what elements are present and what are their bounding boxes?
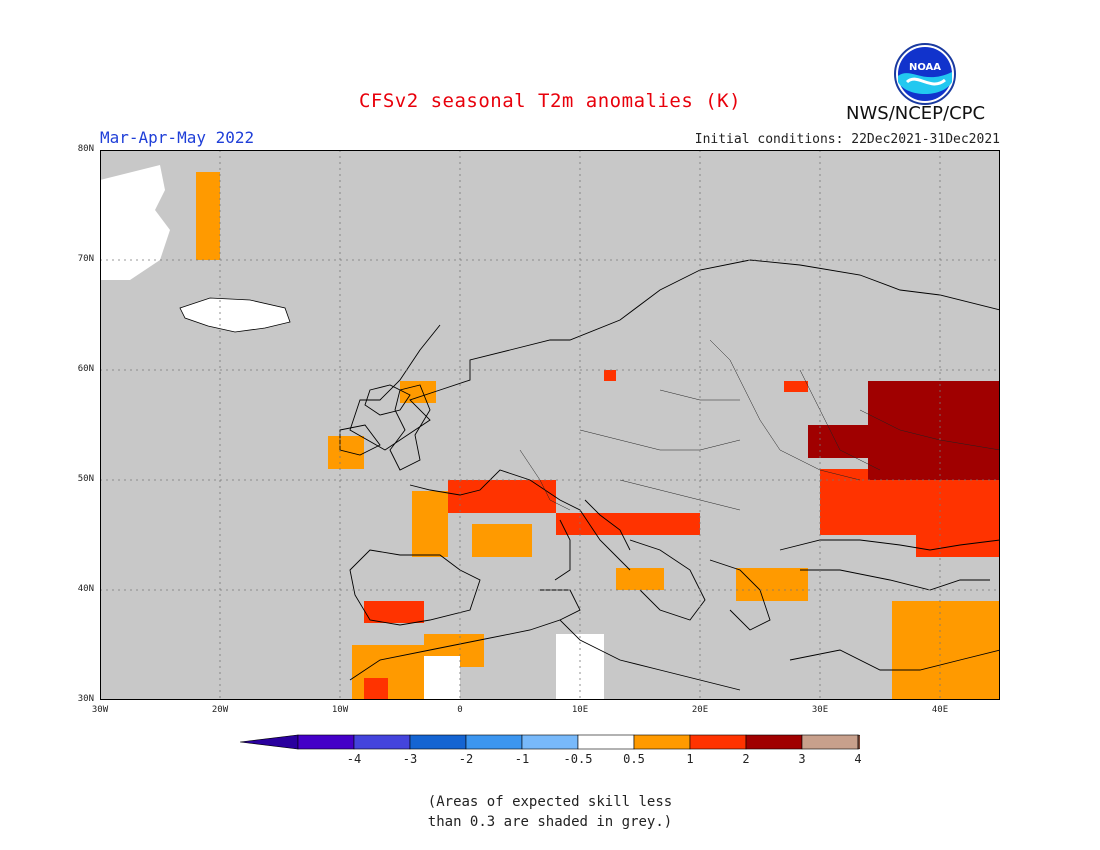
x-tick-label: 10E (571, 705, 589, 715)
anomaly-cell (868, 381, 1000, 480)
colorbar-segment (521, 734, 579, 750)
colorbar-tick-label: -1 (514, 752, 530, 766)
agency-label: NWS/NCEP/CPC (846, 103, 986, 124)
colorbar-tick-label: -4 (346, 752, 362, 766)
x-tick-label: 30E (811, 705, 829, 715)
colorbar-segment (801, 734, 859, 750)
colorbar-tick-label: 3 (798, 752, 806, 766)
x-tick-label: 10W (331, 705, 349, 715)
y-tick-label: 30N (77, 694, 94, 704)
greenland-region (100, 165, 170, 280)
anomaly-cell (412, 491, 448, 557)
colorbar-high-arrow (857, 734, 860, 750)
anomaly-cell (556, 513, 640, 535)
colorbar-tick-label: -3 (402, 752, 418, 766)
anomaly-regions (196, 172, 1000, 700)
colorbar-segment (577, 734, 635, 750)
logo-text: NOAA (909, 62, 941, 73)
grid-lines (100, 150, 1000, 700)
anomaly-cell (448, 480, 556, 513)
colorbar-segment (689, 734, 747, 750)
anomaly-cell (616, 568, 664, 590)
iceland-region (179, 297, 291, 333)
colorbar-tick-label: -2 (458, 752, 474, 766)
x-tick-label: 0 (457, 705, 463, 715)
colorbar-tick-label: 2 (742, 752, 750, 766)
anomaly-cell (364, 678, 388, 700)
anomaly-cell (364, 601, 424, 623)
anomaly-cell (424, 656, 460, 700)
colorbar-segment (465, 734, 523, 750)
anomaly-cell (892, 601, 1000, 700)
note-line: than 0.3 are shaded in grey.) (427, 814, 673, 830)
colorbar (240, 734, 860, 750)
y-tick-label: 50N (77, 474, 94, 484)
anomaly-cell (400, 381, 436, 403)
y-tick-label: 40N (77, 584, 94, 594)
anomaly-cell (784, 381, 808, 392)
y-tick-label: 80N (77, 144, 94, 154)
colorbar-tick-label: -0.5 (563, 752, 593, 766)
colorbar-segment (409, 734, 467, 750)
anomaly-cell (916, 524, 1000, 557)
x-tick-label: 30W (91, 705, 109, 715)
colorbar-segment (353, 734, 411, 750)
anomaly-cell (808, 425, 868, 458)
colorbar-tick-label: 4 (854, 752, 862, 766)
anomaly-cell (328, 436, 364, 469)
colorbar-segment (633, 734, 691, 750)
skill-note: (Areas of expected skill less than 0.3 a… (0, 792, 1100, 832)
y-tick-label: 60N (77, 364, 94, 374)
x-tick-label: 20W (211, 705, 229, 715)
colorbar-tick-label: 0.5 (623, 752, 645, 766)
anomaly-map (100, 150, 1000, 700)
map-title: CFSv2 seasonal T2m anomalies (K) (358, 90, 742, 112)
initial-conditions-label: Initial conditions: 22Dec2021-31Dec2021 (694, 132, 1000, 147)
y-tick-label: 70N (77, 254, 94, 264)
colorbar-segment (745, 734, 803, 750)
coastlines (339, 259, 1000, 691)
anomaly-cell (736, 568, 808, 601)
anomaly-cell (640, 513, 700, 535)
x-tick-label: 20E (691, 705, 709, 715)
colorbar-tick-label: 1 (686, 752, 694, 766)
x-tick-label: 40E (931, 705, 949, 715)
note-line: (Areas of expected skill less (427, 794, 673, 810)
anomaly-cell (196, 172, 220, 260)
colorbar-low-arrow (240, 734, 299, 750)
anomaly-cell (604, 370, 616, 381)
anomaly-cell (472, 524, 532, 557)
season-label: Mar-Apr-May 2022 (100, 128, 255, 147)
colorbar-segment (297, 734, 355, 750)
map-frame (100, 150, 1000, 700)
noaa-logo-icon: NOAA (894, 43, 956, 105)
country-borders (519, 339, 1000, 511)
